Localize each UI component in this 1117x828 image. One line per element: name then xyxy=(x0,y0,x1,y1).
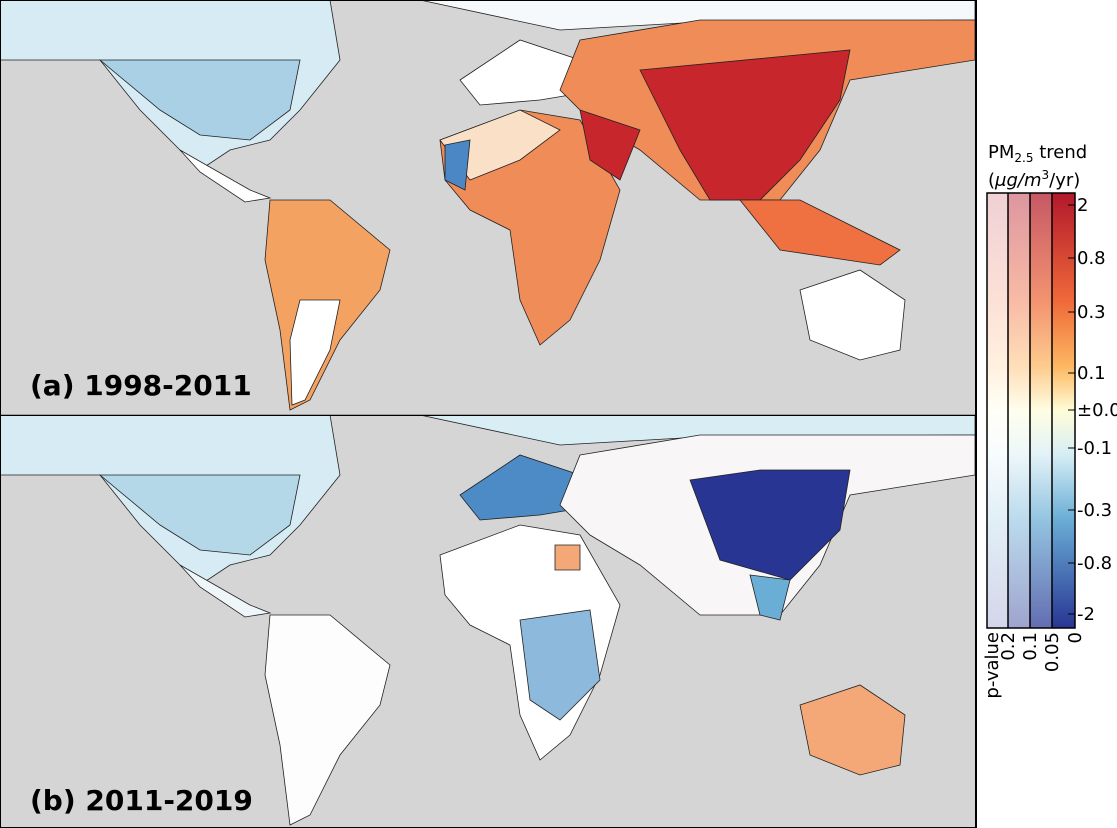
colorbar-unit: (μg/m3/yr) xyxy=(988,168,1080,191)
colorbar-tick-label: 0.8 xyxy=(1077,248,1106,269)
colorbar-tick-label: ±0.0 xyxy=(1077,400,1117,421)
colorbar-title-rest: trend xyxy=(1033,142,1087,163)
colorbar-title-sub: 2.5 xyxy=(1014,151,1033,165)
colorbar-title: PM2.5 trend xyxy=(988,142,1087,165)
colorbar-tick-label: -0.1 xyxy=(1077,438,1112,459)
colorbar-tick-label: 0.1 xyxy=(1077,363,1106,384)
panel-label: (a) 1998-2011 xyxy=(30,369,252,402)
pvalue-title: p-value xyxy=(982,632,1003,699)
pvalue-tick-label: 0 xyxy=(1065,632,1086,643)
colorbar xyxy=(986,192,1076,629)
unit-part: ( xyxy=(988,170,995,191)
unit-part: /yr) xyxy=(1049,170,1080,191)
pvalue-tick-label: 0.1 xyxy=(1020,632,1041,661)
colorbar-tick-label: 2 xyxy=(1077,195,1088,216)
colorbar-tick-label: -2 xyxy=(1077,604,1095,625)
map-panel-a xyxy=(0,0,975,415)
colorbar-tick-label: -0.3 xyxy=(1077,500,1112,521)
map-panel-b xyxy=(0,416,975,828)
panel-label: (b) 2011-2019 xyxy=(30,784,253,817)
unit-part: μg/m xyxy=(994,170,1041,191)
unit-sup: 3 xyxy=(1042,168,1050,182)
pvalue-tick-label: 0.05 xyxy=(1042,632,1063,672)
colorbar-title-main: PM xyxy=(988,142,1014,163)
colorbar-tick-label: 0.3 xyxy=(1077,302,1106,323)
pvalue-tick-label: 0.2 xyxy=(998,632,1019,661)
colorbar-tick-label: -0.8 xyxy=(1077,553,1112,574)
